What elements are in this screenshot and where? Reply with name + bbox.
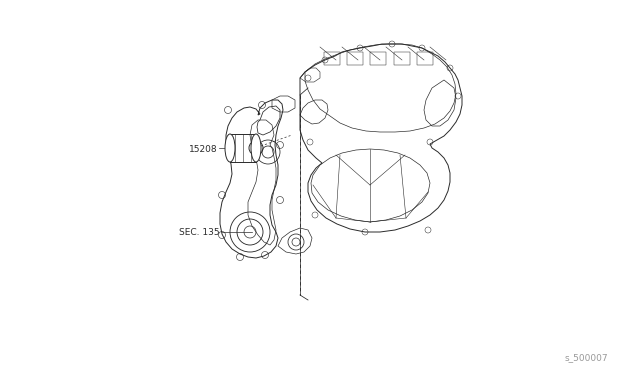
- Ellipse shape: [251, 134, 261, 162]
- Ellipse shape: [225, 134, 235, 162]
- Text: 15208: 15208: [189, 144, 218, 154]
- Text: SEC. 135: SEC. 135: [179, 228, 220, 237]
- Text: s_500007: s_500007: [564, 353, 608, 362]
